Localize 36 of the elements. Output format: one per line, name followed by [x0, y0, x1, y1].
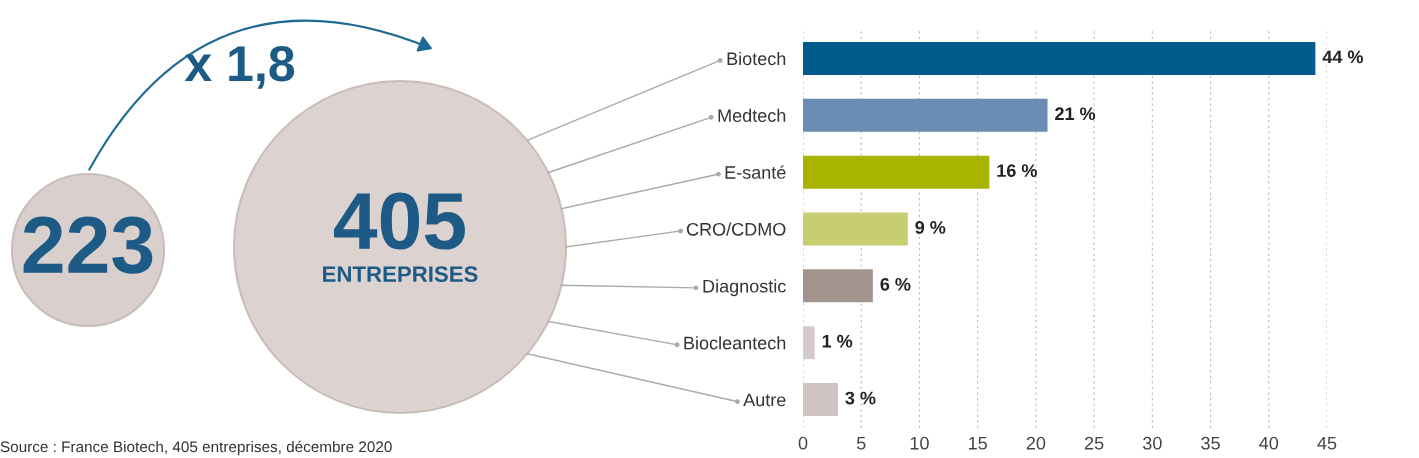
bar [803, 212, 908, 246]
text: x 1,8 [184, 46, 295, 89]
y-tick-label: Biotech [727, 51, 786, 66]
data-label: 16 % [997, 164, 1037, 177]
data-label: 44 % [1322, 50, 1363, 64]
bar [803, 41, 1316, 75]
text: ENTREPRISES [323, 266, 478, 282]
text: 223 [23, 216, 153, 274]
x-tick-label: 10 [910, 436, 929, 450]
y-tick-label: Autre [743, 393, 786, 407]
source-note: Source : France Biotech, 405 entreprises, décembre 2020 [0, 440, 392, 456]
y-tick-label: Biocleantech [684, 336, 786, 350]
data-label: 9 % [915, 221, 946, 234]
x-tick-label: 45 [1317, 437, 1337, 450]
x-tick-label: 0 [798, 436, 808, 450]
x-tick-label: 40 [1259, 436, 1279, 450]
x-tick-label: 30 [1142, 436, 1162, 450]
x-tick-label: 35 [1201, 436, 1220, 450]
y-tick-label: Diagnostic [703, 279, 786, 297]
data-label: 21 % [1055, 107, 1096, 121]
bar [803, 269, 873, 303]
x-tick-label: 25 [1084, 436, 1104, 450]
data-label: 3 % [845, 391, 876, 405]
y-tick-label: Medtech [718, 108, 786, 123]
data-label: 1 % [822, 334, 853, 348]
bar [803, 155, 990, 189]
y-tick-label: CRO/CDMO [686, 222, 786, 236]
data-label: 6 % [880, 277, 911, 291]
x-tick-label: 20 [1026, 436, 1046, 450]
bar [803, 98, 1048, 132]
bar [803, 326, 815, 360]
x-tick-label: 15 [969, 437, 987, 450]
x-tick-label: 5 [856, 437, 866, 450]
y-tick-label: E-santé [725, 165, 786, 179]
bar [803, 383, 838, 417]
text: 405 [334, 192, 465, 250]
